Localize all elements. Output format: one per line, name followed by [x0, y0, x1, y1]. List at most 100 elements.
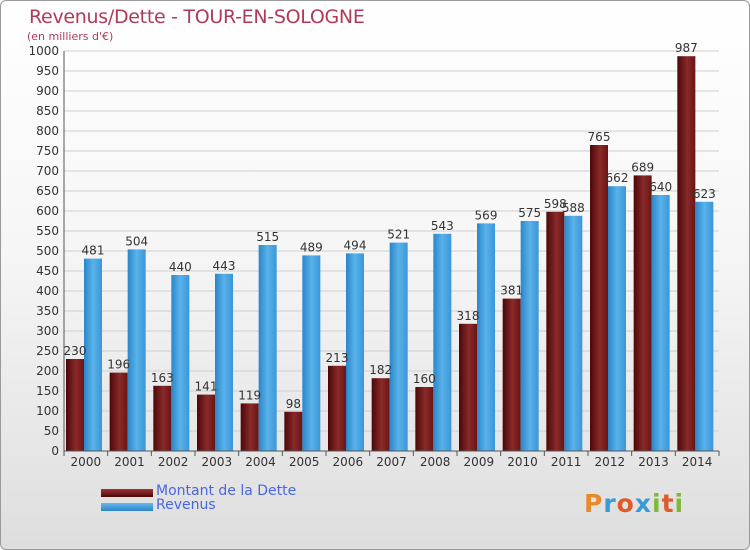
bar-revenue-2006: [346, 253, 364, 451]
value-label-revenue-2002: 440: [169, 260, 192, 274]
y-axis-ticks: 0 50 100 150 200 250 300 350 400 450 500 550 600 650 7…: [28, 44, 59, 458]
value-label-revenue-2013: 640: [649, 180, 672, 194]
y-tick-label: 900: [36, 84, 59, 98]
x-tick-label: 2010: [507, 455, 538, 469]
y-tick-label: 1000: [28, 44, 59, 58]
value-label-debt-2009: 318: [457, 309, 480, 323]
y-tick-label: 100: [36, 404, 59, 418]
x-tick-label: 2013: [638, 455, 669, 469]
y-tick-label: 550: [36, 224, 59, 238]
y-tick-label: 800: [36, 124, 59, 138]
x-tick-label: 2001: [114, 455, 145, 469]
y-tick-label: 0: [51, 444, 59, 458]
value-label-debt-2001: 196: [107, 358, 130, 372]
bar-revenue-2007: [389, 242, 408, 451]
value-label-debt-2012: 765: [588, 130, 611, 144]
legend-swatch-revenue: [101, 503, 153, 511]
x-tick-label: 2002: [158, 455, 189, 469]
value-label-debt-2014: 987: [675, 41, 698, 55]
bar-debt-2003: [197, 394, 215, 451]
x-tick-label: 2006: [333, 455, 364, 469]
value-label-revenue-2003: 443: [213, 259, 236, 273]
value-label-revenue-2012: 662: [606, 171, 629, 185]
bar-debt-2010: [502, 298, 521, 451]
y-tick-label: 600: [36, 204, 59, 218]
value-label-debt-2004: 119: [238, 388, 261, 402]
y-tick-label: 850: [36, 104, 59, 118]
bar-revenue-2011: [564, 215, 583, 451]
bar-revenue-2009: [477, 223, 495, 451]
value-label-debt-2013: 689: [631, 160, 654, 174]
x-tick-label: 2009: [464, 455, 495, 469]
y-tick-label: 450: [36, 264, 59, 278]
bar-debt-2011: [546, 211, 565, 451]
bar-revenue-2003: [215, 273, 233, 451]
value-label-revenue-2009: 569: [475, 208, 498, 222]
value-label-revenue-2000: 481: [82, 244, 105, 258]
value-label-revenue-2010: 575: [518, 206, 541, 220]
bars: [66, 56, 714, 451]
bar-debt-2006: [328, 365, 346, 451]
value-label-debt-2002: 163: [151, 371, 174, 385]
legend-label-debt: Montant de la Dette: [156, 483, 297, 499]
value-label-revenue-2006: 494: [344, 238, 367, 252]
y-tick-label: 700: [36, 164, 59, 178]
value-label-debt-2006: 213: [326, 351, 349, 365]
y-tick-label: 350: [36, 304, 59, 318]
value-label-debt-2000: 230: [64, 344, 87, 358]
bar-debt-2009: [459, 323, 477, 451]
y-tick-label: 950: [36, 64, 59, 78]
y-tick-label: 150: [36, 384, 59, 398]
y-tick-label: 200: [36, 364, 59, 378]
y-tick-label: 400: [36, 284, 59, 298]
bar-debt-2004: [240, 403, 259, 451]
bar-debt-2002: [153, 385, 172, 451]
value-label-debt-2008: 160: [413, 372, 436, 386]
chart-title: Revenus/Dette - TOUR-EN-SOLOGNE: [29, 6, 365, 28]
y-tick-label: 250: [36, 344, 59, 358]
bar-debt-2000: [66, 359, 84, 451]
value-label-debt-2010: 381: [500, 284, 523, 298]
x-tick-label: 2003: [202, 455, 233, 469]
value-label-debt-2011: 598: [544, 197, 567, 211]
x-tick-label: 2014: [682, 455, 713, 469]
bar-debt-2008: [415, 387, 434, 451]
x-tick-label: 2005: [289, 455, 320, 469]
proxiti-logo: Proxiti: [584, 489, 685, 518]
y-tick-label: 750: [36, 144, 59, 158]
value-label-debt-2003: 141: [195, 380, 218, 394]
y-tick-label: 50: [44, 424, 59, 438]
value-label-revenue-2007: 521: [387, 228, 410, 242]
value-label-debt-2005: 98: [286, 397, 301, 411]
value-label-revenue-2005: 489: [300, 240, 323, 254]
bar-revenue-2012: [608, 186, 626, 451]
bar-revenue-2014: [695, 201, 714, 451]
x-tick-label: 2011: [551, 455, 582, 469]
y-tick-label: 300: [36, 324, 59, 338]
x-tick-label: 2000: [71, 455, 102, 469]
bar-revenue-2000: [84, 258, 102, 451]
x-tick-label: 2007: [376, 455, 407, 469]
y-tick-label: 500: [36, 244, 59, 258]
bar-revenue-2002: [171, 275, 190, 451]
bar-debt-2007: [371, 378, 390, 451]
bar-debt-2014: [677, 56, 696, 451]
x-axis-ticks: 2000 2001 2002 2003 2004 2005 2006 2007 2008 2009…: [63, 451, 720, 469]
value-label-revenue-2014: 623: [693, 187, 716, 201]
x-tick-label: 2004: [245, 455, 276, 469]
value-label-revenue-2008: 543: [431, 219, 454, 233]
y-tick-label: 650: [36, 184, 59, 198]
chart-subtitle: (en milliers d'€): [27, 30, 114, 43]
bar-debt-2013: [633, 175, 652, 451]
bar-revenue-2004: [258, 245, 277, 451]
bar-revenue-2005: [302, 255, 321, 451]
bar-debt-2012: [590, 145, 608, 451]
value-label-revenue-2004: 515: [256, 230, 279, 244]
x-tick-label: 2008: [420, 455, 451, 469]
bar-revenue-2008: [433, 233, 452, 451]
legend-label-revenue: Revenus: [156, 497, 216, 513]
bar-debt-2001: [109, 372, 128, 451]
value-labels: 230 481 196 504 163 440 141 443 119 515 98 489 213 49…: [64, 41, 716, 411]
